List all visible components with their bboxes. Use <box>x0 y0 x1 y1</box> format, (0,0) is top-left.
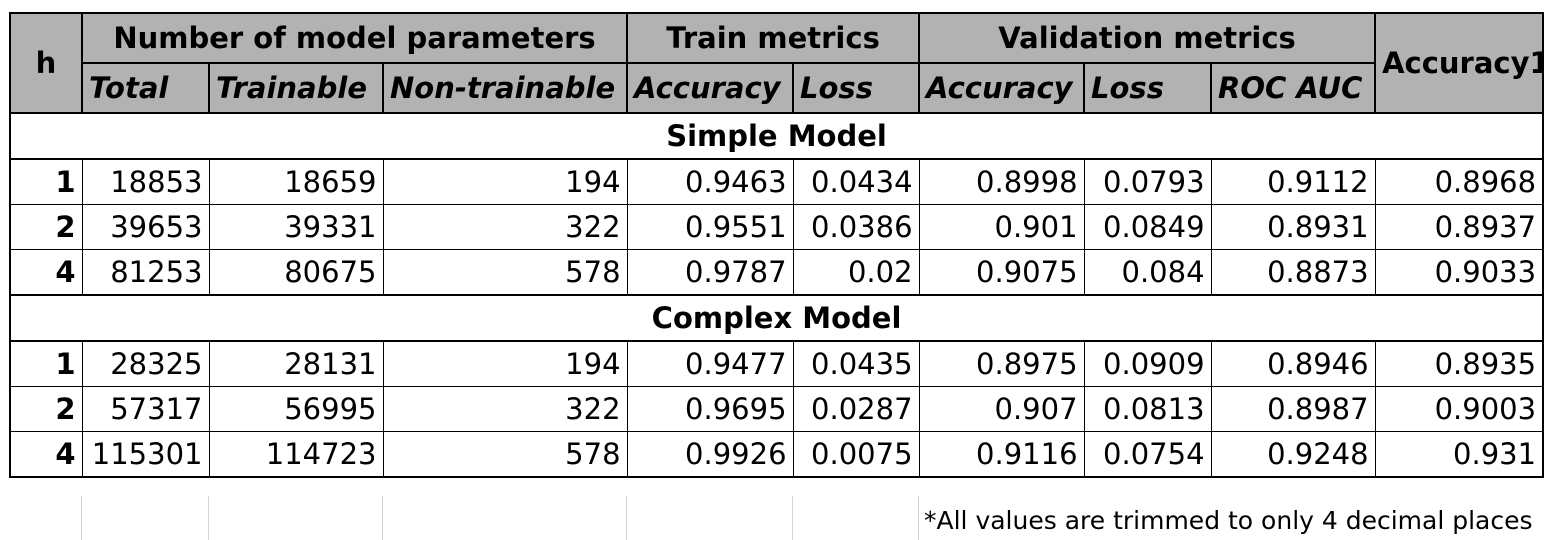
cell-train-loss: 0.0386 <box>792 204 920 250</box>
header-accuracy1: Accuracy1 <box>1374 12 1545 114</box>
cell-total: 115301 <box>81 431 210 478</box>
cell-train-accuracy: 0.9695 <box>626 386 794 432</box>
table-row: 4 81253 80675 578 0.9787 0.02 0.9075 0.0… <box>9 249 1545 296</box>
cell-non-trainable: 194 <box>382 158 628 205</box>
table-row: 4 115301 114723 578 0.9926 0.0075 0.9116… <box>9 431 1545 478</box>
cell-val-roc-auc: 0.9248 <box>1210 431 1376 478</box>
section-row: Simple Model <box>8 112 1545 160</box>
cell-val-accuracy: 0.8975 <box>918 340 1085 387</box>
cell-accuracy1: 0.8935 <box>1374 340 1545 387</box>
cell-accuracy1: 0.8968 <box>1374 158 1545 205</box>
cell-val-loss: 0.0793 <box>1083 158 1212 205</box>
cell-total: 57317 <box>81 386 210 432</box>
cell-val-accuracy: 0.901 <box>918 204 1085 250</box>
cell-val-roc-auc: 0.8931 <box>1210 204 1376 250</box>
cell-h: 4 <box>9 431 83 478</box>
header-row-sub: Total Trainable Non-trainable Accuracy L… <box>10 62 1543 114</box>
cell-trainable: 28131 <box>208 340 384 387</box>
cell-train-loss: 0.0287 <box>792 386 920 432</box>
cell-val-roc-auc: 0.8873 <box>1210 249 1376 296</box>
header-val-loss: Loss <box>1083 62 1213 114</box>
header-val-accuracy: Accuracy <box>918 62 1086 114</box>
header-train-loss: Loss <box>792 62 921 114</box>
cell-h: 1 <box>9 158 83 205</box>
cell-train-accuracy: 0.9477 <box>626 340 794 387</box>
cell-train-accuracy: 0.9926 <box>626 431 794 478</box>
cell-h: 2 <box>9 204 83 250</box>
cell-val-accuracy: 0.907 <box>918 386 1085 432</box>
cell-val-loss: 0.0909 <box>1083 340 1212 387</box>
table-row: 2 39653 39331 322 0.9551 0.0386 0.901 0.… <box>9 204 1545 250</box>
cell-accuracy1: 0.9003 <box>1374 386 1545 432</box>
table-row: 1 28325 28131 194 0.9477 0.0435 0.8975 0… <box>9 340 1545 387</box>
cell-val-loss: 0.0849 <box>1083 204 1212 250</box>
cell-val-loss: 0.0813 <box>1083 386 1212 432</box>
cell-train-accuracy: 0.9551 <box>626 204 794 250</box>
cell-train-accuracy: 0.9463 <box>626 158 794 205</box>
section-title-complex: Complex Model <box>8 294 1545 342</box>
cell-val-accuracy: 0.9075 <box>918 249 1085 296</box>
cell-h: 4 <box>9 249 83 296</box>
header-total: Total <box>81 62 210 114</box>
cell-h: 2 <box>9 386 83 432</box>
cell-total: 28325 <box>81 340 210 387</box>
header-params-group: Number of model parameters <box>80 12 629 64</box>
cell-train-loss: 0.02 <box>792 249 920 296</box>
cell-accuracy1: 0.931 <box>1374 431 1545 478</box>
header-trainable: Trainable <box>208 62 384 114</box>
cell-accuracy1: 0.8937 <box>1374 204 1545 250</box>
footnote: *All values are trimmed to only 4 decima… <box>924 506 1533 535</box>
cell-trainable: 80675 <box>208 249 384 296</box>
header-train-accuracy: Accuracy <box>626 62 795 114</box>
cell-val-accuracy: 0.8998 <box>918 158 1085 205</box>
cell-trainable: 18659 <box>208 158 384 205</box>
cell-val-roc-auc: 0.8987 <box>1210 386 1376 432</box>
cell-train-loss: 0.0075 <box>792 431 920 478</box>
cell-non-trainable: 194 <box>382 340 628 387</box>
results-table: h Number of model parameters Train metri… <box>8 12 1545 478</box>
cell-non-trainable: 578 <box>382 249 628 296</box>
cell-train-accuracy: 0.9787 <box>626 249 794 296</box>
cell-train-loss: 0.0434 <box>792 158 920 205</box>
cell-non-trainable: 322 <box>382 386 628 432</box>
cell-val-loss: 0.0754 <box>1083 431 1212 478</box>
section-title-simple: Simple Model <box>8 112 1545 160</box>
cell-val-loss: 0.084 <box>1083 249 1212 296</box>
table-row: 2 57317 56995 322 0.9695 0.0287 0.907 0.… <box>9 386 1545 432</box>
cell-non-trainable: 578 <box>382 431 628 478</box>
header-h: h <box>9 12 83 114</box>
cell-train-loss: 0.0435 <box>792 340 920 387</box>
cell-non-trainable: 322 <box>382 204 628 250</box>
cell-total: 39653 <box>81 204 210 250</box>
cell-val-roc-auc: 0.8946 <box>1210 340 1376 387</box>
table-row: 1 18853 18659 194 0.9463 0.0434 0.8998 0… <box>9 158 1545 205</box>
cell-val-roc-auc: 0.9112 <box>1210 158 1376 205</box>
cell-trainable: 56995 <box>208 386 384 432</box>
cell-total: 18853 <box>81 158 210 205</box>
header-non-trainable: Non-trainable <box>381 62 629 114</box>
header-validation-group: Validation metrics <box>918 12 1377 64</box>
cell-total: 81253 <box>81 249 210 296</box>
cell-accuracy1: 0.9033 <box>1374 249 1545 296</box>
cell-trainable: 114723 <box>208 431 384 478</box>
header-train-group: Train metrics <box>626 12 921 64</box>
header-val-roc-auc: ROC AUC <box>1210 62 1377 114</box>
header-row-groups: h Number of model parameters Train metri… <box>9 12 1545 114</box>
section-row: Complex Model <box>8 294 1545 342</box>
cell-trainable: 39331 <box>208 204 384 250</box>
cell-h: 1 <box>9 340 83 387</box>
cell-val-accuracy: 0.9116 <box>918 431 1085 478</box>
